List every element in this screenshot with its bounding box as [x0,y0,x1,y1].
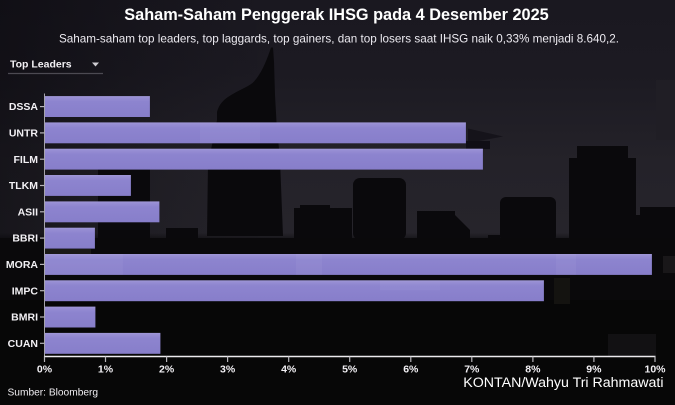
svg-text:2%: 2% [159,364,175,376]
svg-text:CUAN: CUAN [8,338,38,350]
svg-text:Top Leaders: Top Leaders [10,59,72,71]
svg-text:FILM: FILM [14,154,39,166]
svg-text:Saham-saham top leaders, top l: Saham-saham top leaders, top laggards, t… [59,33,619,46]
svg-text:KONTAN/Wahyu Tri Rahmawati: KONTAN/Wahyu Tri Rahmawati [463,375,663,391]
svg-text:Saham-Saham Penggerak IHSG pad: Saham-Saham Penggerak IHSG pada 4 Desemb… [124,6,548,24]
svg-text:6%: 6% [403,364,419,376]
svg-text:DSSA: DSSA [9,101,39,113]
svg-text:UNTR: UNTR [9,128,39,140]
svg-text:10%: 10% [644,364,666,376]
svg-text:Sumber: Bloomberg: Sumber: Bloomberg [8,388,99,399]
svg-text:5%: 5% [342,364,358,376]
svg-text:MORA: MORA [6,259,38,271]
svg-text:BBRI: BBRI [12,233,38,245]
svg-text:7%: 7% [464,364,480,376]
svg-text:BMRI: BMRI [11,312,38,324]
svg-text:9%: 9% [586,364,602,376]
svg-text:1%: 1% [98,364,114,376]
svg-text:ASII: ASII [18,206,39,218]
svg-text:TLKM: TLKM [9,180,38,192]
svg-text:8%: 8% [525,364,541,376]
svg-text:3%: 3% [220,364,236,376]
svg-text:0%: 0% [37,364,53,376]
svg-text:4%: 4% [281,364,297,376]
svg-text:IMPC: IMPC [12,285,39,297]
